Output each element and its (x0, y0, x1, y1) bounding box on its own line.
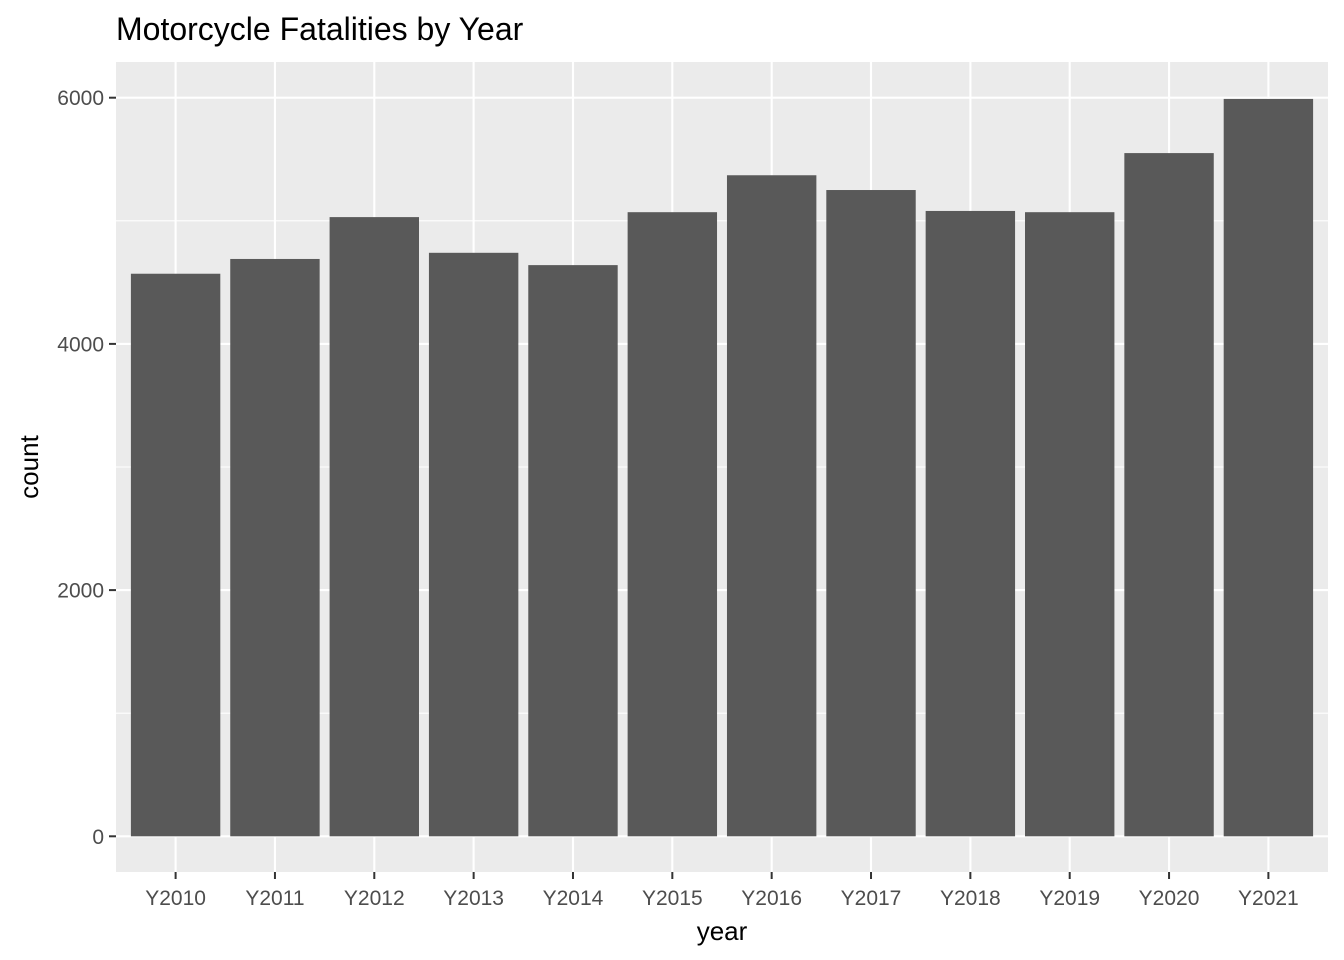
x-tick-label: Y2018 (940, 887, 1001, 910)
x-tick-label: Y2011 (245, 887, 304, 910)
bar-y2012 (329, 217, 419, 837)
bar-y2014 (528, 265, 618, 837)
x-tick-label: Y2019 (1039, 887, 1100, 910)
bar-y2018 (925, 210, 1016, 837)
x-tick-label: Y2020 (1139, 887, 1200, 910)
x-tick-label: Y2016 (741, 887, 802, 910)
x-tick-label: Y2013 (443, 887, 504, 910)
bar-y2017 (826, 190, 916, 837)
y-axis-ticks: 0 2000 4000 6000 (57, 87, 116, 849)
x-axis-ticks: Y2010 Y2011 Y2012 Y2013 Y2014 Y2015 Y2016 Y2017… (145, 872, 1299, 910)
x-tick-label: Y2012 (344, 887, 405, 910)
x-tick-label: Y2010 (145, 887, 206, 910)
y-axis-title: count (14, 434, 44, 498)
y-tick-label: 0 (92, 826, 104, 849)
x-tick-label: Y2017 (841, 887, 902, 910)
bar-y2021 (1223, 98, 1314, 837)
bar-y2016 (726, 175, 817, 837)
x-axis-title: year (697, 916, 748, 946)
bar-y2013 (428, 252, 519, 837)
y-tick-label: 4000 (57, 333, 104, 356)
bar-y2019 (1025, 212, 1115, 837)
y-tick-label: 6000 (57, 87, 104, 110)
bar-y2015 (627, 212, 718, 837)
bars (130, 98, 1314, 837)
bar-y2010 (130, 273, 221, 837)
y-tick-label: 2000 (57, 580, 104, 603)
x-tick-label: Y2015 (642, 887, 703, 910)
x-tick-label: Y2014 (543, 887, 604, 910)
bar-y2020 (1124, 153, 1214, 837)
x-tick-label: Y2021 (1238, 887, 1299, 910)
chart-title: Motorcycle Fatalities by Year (116, 11, 524, 47)
bar-y2011 (230, 258, 320, 837)
